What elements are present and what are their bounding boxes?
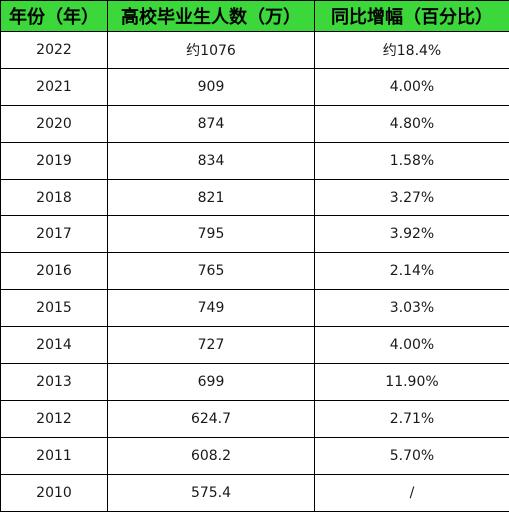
year-cell: 2015 xyxy=(1,290,108,327)
header-year: 年份（年） xyxy=(1,1,108,32)
graduates-cell: 765 xyxy=(108,253,315,290)
year-cell: 2019 xyxy=(1,142,108,179)
graduates-cell: 608.2 xyxy=(108,437,315,474)
year-cell: 2010 xyxy=(1,474,108,511)
year-cell: 2018 xyxy=(1,179,108,216)
growth-cell: 2.71% xyxy=(315,400,509,437)
graduates-cell: 795 xyxy=(108,216,315,253)
growth-cell: 4.00% xyxy=(315,68,509,105)
growth-cell: 3.27% xyxy=(315,179,509,216)
year-cell: 2014 xyxy=(1,327,108,364)
year-cell: 2022 xyxy=(1,32,108,69)
graduates-cell: 699 xyxy=(108,364,315,401)
growth-cell: / xyxy=(315,474,509,511)
year-cell: 2020 xyxy=(1,105,108,142)
growth-cell: 1.58% xyxy=(315,142,509,179)
growth-cell: 2.14% xyxy=(315,253,509,290)
year-cell: 2016 xyxy=(1,253,108,290)
graduates-cell: 约1076 xyxy=(108,32,315,69)
graduates-cell: 821 xyxy=(108,179,315,216)
header-row: 年份（年） 高校毕业生人数（万） 同比增幅（百分比） xyxy=(1,1,509,32)
growth-cell: 4.00% xyxy=(315,327,509,364)
growth-cell: 4.80% xyxy=(315,105,509,142)
year-cell: 2013 xyxy=(1,364,108,401)
year-cell: 2011 xyxy=(1,437,108,474)
header-graduates: 高校毕业生人数（万） xyxy=(108,1,315,32)
growth-cell: 11.90% xyxy=(315,364,509,401)
graduates-cell: 749 xyxy=(108,290,315,327)
growth-cell: 3.92% xyxy=(315,216,509,253)
growth-cell: 约18.4% xyxy=(315,32,509,69)
graduates-cell: 874 xyxy=(108,105,315,142)
growth-cell: 5.70% xyxy=(315,437,509,474)
header-growth: 同比增幅（百分比） xyxy=(315,1,509,32)
graduates-cell: 575.4 xyxy=(108,474,315,511)
growth-cell: 3.03% xyxy=(315,290,509,327)
year-cell: 2012 xyxy=(1,400,108,437)
year-cell: 2021 xyxy=(1,68,108,105)
table-header: 年份（年） 高校毕业生人数（万） 同比增幅（百分比） xyxy=(1,1,509,32)
graduates-cell: 624.7 xyxy=(108,400,315,437)
graduates-cell: 727 xyxy=(108,327,315,364)
graduates-cell: 909 xyxy=(108,68,315,105)
year-cell: 2017 xyxy=(1,216,108,253)
graduates-cell: 834 xyxy=(108,142,315,179)
